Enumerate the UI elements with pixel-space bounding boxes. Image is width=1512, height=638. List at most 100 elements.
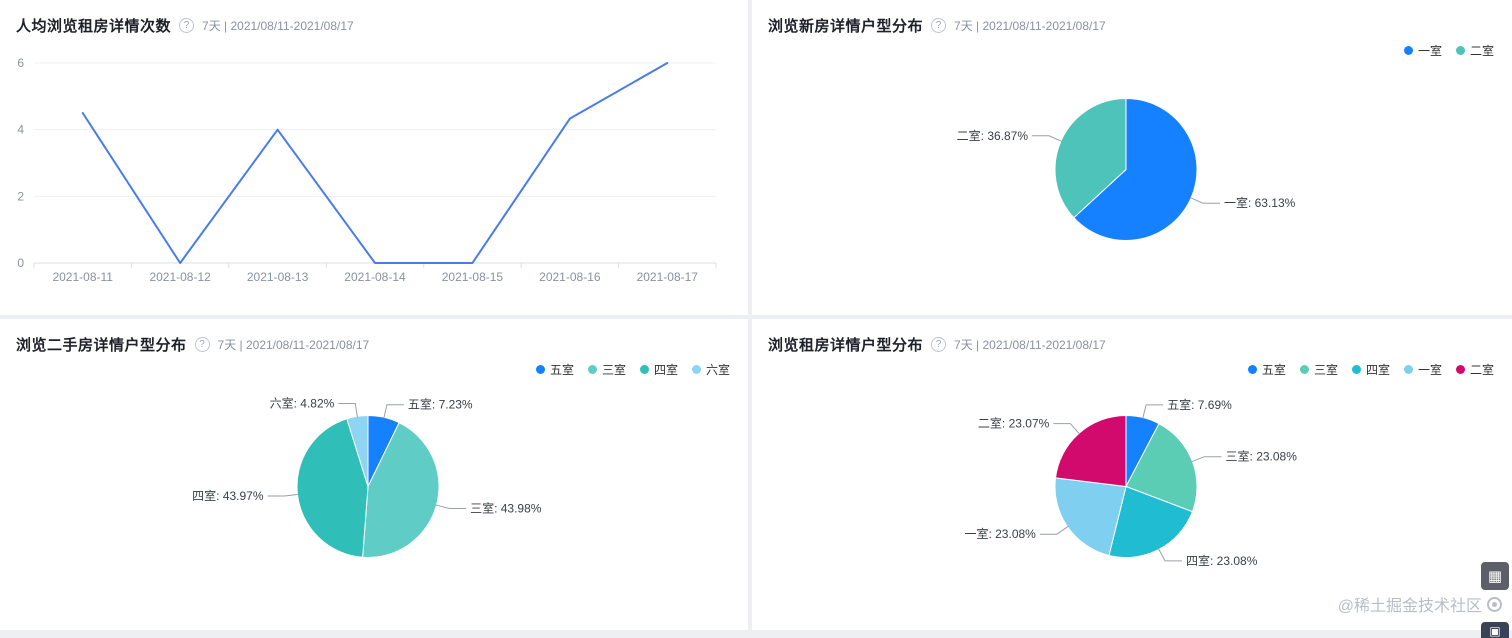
watermark-text: @稀土掘金技术社区 <box>1337 598 1482 615</box>
legend-item[interactable]: 二室 <box>1455 361 1494 378</box>
panel-subtitle: 7天 | 2021/08/11-2021/08/17 <box>202 19 354 33</box>
panel-pie-rental: 浏览租房详情户型分布 ? 7天 | 2021/08/11-2021/08/17 … <box>752 319 1512 630</box>
legend-label: 一室 <box>1417 363 1442 377</box>
chart-legend: 一室 二室 <box>1403 42 1494 59</box>
chart-legend: 五室 三室 四室 一室 二室 <box>1247 361 1494 378</box>
pie-slice-label: 四室: 23.08% <box>1186 553 1258 568</box>
legend-dot-icon <box>587 365 597 374</box>
pie-chart-canvas[interactable]: 五室: 7.69% 三室: 23.08% 四室: 23.08% 一室: 23.08% 二… <box>752 319 1512 630</box>
pie-label-line <box>1189 197 1220 204</box>
legend-dot-icon <box>639 365 649 374</box>
pie-label-line <box>267 493 299 497</box>
bottom-action-button[interactable]: ▣ <box>1481 622 1509 638</box>
pie-slice-label: 三室: 23.08% <box>1226 449 1298 464</box>
panel-title: 浏览新房详情户型分布 <box>768 18 924 35</box>
x-axis-label: 2021-08-11 <box>52 270 113 284</box>
x-axis-label: 2021-08-14 <box>344 270 406 284</box>
panel-title: 人均浏览租房详情次数 <box>16 18 172 35</box>
legend-dot-icon <box>1403 365 1413 374</box>
legend-dot-icon <box>1455 46 1465 55</box>
help-icon[interactable]: ? <box>931 337 947 352</box>
legend-label: 六室 <box>705 363 730 377</box>
panel-subtitle: 7天 | 2021/08/11-2021/08/17 <box>954 19 1106 33</box>
legend-item[interactable]: 一室 <box>1403 361 1442 378</box>
pie-label-line <box>1053 423 1080 435</box>
pie-label-line <box>1158 548 1182 562</box>
pie-slice-label: 五室: 7.23% <box>408 397 473 412</box>
watermark: @稀土掘金技术社区 <box>1338 592 1502 616</box>
help-icon[interactable]: ? <box>194 337 210 352</box>
panel-header: 浏览二手房详情户型分布 ? 7天 | 2021/08/11-2021/08/17 <box>0 319 748 355</box>
help-icon[interactable]: ? <box>179 18 195 33</box>
pie-slice-label: 一室: 23.08% <box>964 526 1036 541</box>
line-chart-canvas[interactable]: 0 2 4 6 2021-08-11 2021-08-12 2021-08-13 2021-0… <box>0 0 748 315</box>
legend-item[interactable]: 三室 <box>1299 361 1338 378</box>
legend-dot-icon <box>1351 365 1361 374</box>
legend-item[interactable]: 二室 <box>1455 42 1494 59</box>
legend-item[interactable]: 四室 <box>1351 361 1390 378</box>
qrcode-icon: ▦ <box>1487 568 1503 585</box>
legend-label: 三室 <box>601 363 626 377</box>
legend-dot-icon <box>1403 46 1413 55</box>
panel-pie-second-hand: 浏览二手房详情户型分布 ? 7天 | 2021/08/11-2021/08/17… <box>0 319 748 630</box>
y-axis-label: 4 <box>17 123 24 137</box>
y-axis-label: 6 <box>17 56 24 70</box>
legend-dot-icon <box>535 365 545 374</box>
panel-pie-new-house: 浏览新房详情户型分布 ? 7天 | 2021/08/11-2021/08/17 … <box>752 0 1512 315</box>
pie-slice-label: 三室: 43.98% <box>470 501 542 516</box>
legend-item[interactable]: 四室 <box>639 361 678 378</box>
x-axis-label: 2021-08-13 <box>247 270 309 284</box>
panel-line-chart: 人均浏览租房详情次数 ? 7天 | 2021/08/11-2021/08/17 … <box>0 0 748 315</box>
pie-slice-label: 二室: 36.87% <box>957 128 1029 143</box>
pie-label-line <box>1032 135 1063 142</box>
x-axis-label: 2021-08-15 <box>442 270 504 284</box>
legend-label: 四室 <box>1365 363 1390 377</box>
legend-dot-icon <box>1247 365 1257 374</box>
panel-subtitle: 7天 | 2021/08/11-2021/08/17 <box>217 338 370 352</box>
panel-header: 浏览租房详情户型分布 ? 7天 | 2021/08/11-2021/08/17 <box>752 319 1512 355</box>
chart-legend: 五室 三室 四室 六室 <box>535 361 730 378</box>
legend-label: 三室 <box>1313 363 1338 377</box>
panel-header: 浏览新房详情户型分布 ? 7天 | 2021/08/11-2021/08/17 <box>752 0 1512 36</box>
pie-label-line <box>338 403 358 418</box>
partial-action-icon: ▣ <box>1489 624 1501 638</box>
pie-label-line <box>1039 525 1069 535</box>
x-axis-label: 2021-08-12 <box>149 270 211 284</box>
pie-slice-label: 六室: 4.82% <box>270 395 335 410</box>
help-icon[interactable]: ? <box>931 18 947 33</box>
qrcode-button[interactable]: ▦ <box>1481 562 1509 590</box>
pie-label-line <box>435 504 467 509</box>
legend-label: 二室 <box>1469 44 1494 58</box>
pie-slice-label: 五室: 7.69% <box>1167 397 1232 412</box>
juejin-logo-icon <box>1487 596 1502 612</box>
pie-slice-label: 四室: 43.97% <box>192 488 264 503</box>
legend-label: 四室 <box>653 363 678 377</box>
panel-title: 浏览租房详情户型分布 <box>768 337 924 354</box>
pie-label-line <box>383 404 404 419</box>
legend-dot-icon <box>691 365 701 374</box>
pie-slice-label: 一室: 63.13% <box>1224 195 1296 210</box>
legend-item[interactable]: 一室 <box>1403 42 1442 59</box>
panel-title: 浏览二手房详情户型分布 <box>16 337 187 354</box>
panel-subtitle: 7天 | 2021/08/11-2021/08/17 <box>954 338 1106 352</box>
legend-dot-icon <box>1455 365 1465 374</box>
legend-label: 二室 <box>1469 363 1494 377</box>
y-axis-label: 0 <box>17 256 24 270</box>
legend-item[interactable]: 三室 <box>587 361 626 378</box>
legend-dot-icon <box>1299 365 1309 374</box>
legend-item[interactable]: 六室 <box>691 361 730 378</box>
pie-slice-label: 二室: 23.07% <box>978 416 1050 431</box>
legend-item[interactable]: 五室 <box>535 361 574 378</box>
y-axis-label: 2 <box>17 189 24 203</box>
pie-chart-canvas[interactable]: 五室: 7.23% 三室: 43.98% 四室: 43.97% 六室: 4.82% <box>0 319 748 630</box>
pie-label-line <box>1191 456 1222 463</box>
pie-chart-canvas[interactable]: 一室: 63.13% 二室: 36.87% <box>752 0 1512 315</box>
legend-label: 五室 <box>1261 363 1286 377</box>
legend-item[interactable]: 五室 <box>1247 361 1286 378</box>
pie-slice[interactable] <box>1054 414 1127 488</box>
legend-label: 一室 <box>1417 44 1442 58</box>
x-axis-label: 2021-08-17 <box>637 270 699 284</box>
legend-label: 五室 <box>549 363 574 377</box>
